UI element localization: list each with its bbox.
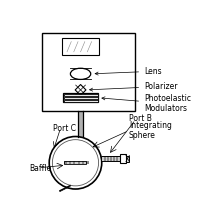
Bar [64,94,97,96]
Bar [118,156,119,161]
Bar [109,156,110,161]
Bar [106,156,107,161]
Bar [104,156,106,161]
Ellipse shape [70,68,91,79]
Polygon shape [75,84,86,95]
Bar [64,161,86,164]
Bar [73,161,75,164]
Bar [116,156,118,161]
Bar [64,161,67,164]
Bar [62,38,99,55]
Bar [101,156,103,161]
Bar [84,161,86,164]
Bar [82,161,84,164]
Bar [78,161,80,164]
Bar [101,156,119,161]
Bar [67,161,69,164]
Bar [113,156,115,161]
Text: Lens: Lens [95,67,162,76]
Text: Port B: Port B [129,114,152,123]
Bar [42,33,135,111]
Bar [115,156,116,161]
Bar [64,100,97,102]
Bar [86,161,89,164]
Text: Port C: Port C [53,124,76,132]
Bar [80,161,82,164]
Bar [103,156,104,161]
Bar [126,156,129,162]
Bar [64,97,97,99]
Bar [110,156,112,161]
Text: Baffle: Baffle [30,164,52,173]
Bar [71,161,73,164]
Circle shape [52,140,99,186]
Text: Photoelastic
Modulators: Photoelastic Modulators [102,94,191,113]
Bar [119,154,126,163]
Bar [75,161,78,164]
Bar [112,156,113,161]
Text: Integrating
Sphere: Integrating Sphere [129,121,172,140]
Bar [107,156,109,161]
Text: Polarizer: Polarizer [90,82,178,91]
Bar [69,161,71,164]
Circle shape [49,136,102,189]
Bar [63,93,98,103]
